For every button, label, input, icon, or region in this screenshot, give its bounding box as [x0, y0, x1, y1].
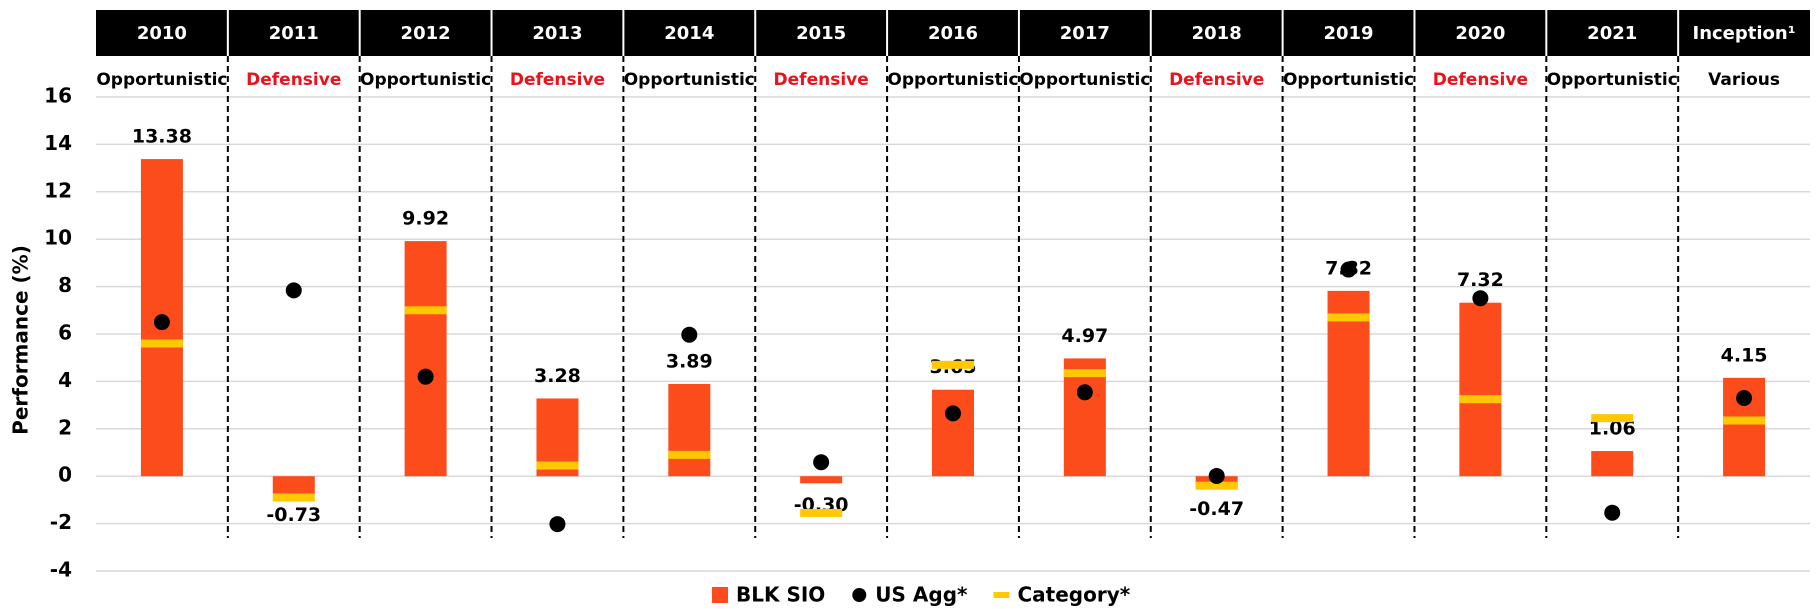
y-tick-label: -2 — [50, 510, 72, 534]
header-label: 2020 — [1455, 23, 1505, 44]
header-label: 2011 — [269, 23, 319, 44]
strategy-label: Opportunistic — [887, 70, 1018, 90]
y-tick-label: 6 — [58, 321, 72, 345]
y-tick-label: 0 — [58, 463, 72, 487]
us-agg-dot — [1604, 504, 1621, 521]
category-dash — [668, 450, 711, 459]
strategy-label: Opportunistic — [624, 70, 755, 90]
us-agg-dot — [1076, 384, 1093, 401]
bar — [1591, 451, 1634, 477]
us-agg-dot — [417, 368, 434, 385]
us-agg-dot — [681, 326, 698, 343]
data-label: 1.06 — [1589, 418, 1636, 440]
category-dash — [272, 493, 315, 502]
header-label: 2014 — [664, 23, 714, 44]
strategy-label: Opportunistic — [1283, 70, 1414, 90]
data-label: 7.32 — [1457, 269, 1504, 291]
category-dash — [1723, 416, 1766, 425]
legend-label: US Agg* — [875, 583, 968, 607]
category-dash — [536, 461, 579, 470]
data-label: 4.15 — [1721, 344, 1768, 366]
data-label: 13.38 — [132, 126, 192, 148]
strategy-label: Various — [1708, 70, 1780, 90]
y-tick-label: 2 — [58, 415, 72, 439]
bar — [1327, 290, 1370, 477]
data-label: -0.47 — [1189, 498, 1244, 520]
strategy-label: Opportunistic — [1019, 70, 1150, 90]
category-dash — [1063, 369, 1106, 378]
category-dash — [1195, 481, 1238, 490]
bar — [800, 476, 843, 484]
data-label: 9.92 — [402, 208, 449, 230]
y-tick-label: 16 — [44, 84, 72, 108]
bar — [272, 476, 315, 494]
y-tick-label: 10 — [44, 226, 72, 250]
header-label: 2015 — [796, 23, 846, 44]
y-tick-label: 4 — [58, 368, 72, 392]
legend-swatch — [993, 592, 1010, 598]
category-dash — [1459, 395, 1502, 404]
header-label: 2018 — [1192, 23, 1242, 44]
y-tick-label: -4 — [50, 558, 72, 582]
strategy-label: Opportunistic — [96, 70, 227, 90]
data-label: 3.28 — [534, 365, 581, 387]
us-agg-dot — [1472, 290, 1489, 307]
header-label: 2021 — [1587, 23, 1637, 44]
us-agg-dot — [813, 454, 830, 471]
data-label: 3.89 — [666, 351, 713, 373]
bar — [668, 384, 711, 477]
data-label: -0.73 — [266, 504, 321, 526]
category-dash — [800, 508, 843, 517]
us-agg-dot — [1340, 261, 1357, 278]
category-dash — [140, 339, 183, 348]
header-label: 2010 — [137, 23, 187, 44]
header-label: 2012 — [401, 23, 451, 44]
us-agg-dot — [549, 516, 566, 533]
legend-label: Category* — [1017, 583, 1130, 607]
data-label: 4.97 — [1061, 325, 1108, 347]
y-tick-label: 8 — [58, 273, 72, 297]
y-tick-label: 12 — [44, 178, 72, 202]
bar — [1063, 358, 1106, 477]
legend-swatch — [712, 587, 728, 603]
y-tick-label: 14 — [44, 131, 72, 155]
legend-label: BLK SIO — [736, 583, 825, 607]
us-agg-dot — [945, 405, 961, 422]
strategy-label: Opportunistic — [360, 70, 491, 90]
category-dash — [932, 360, 974, 369]
us-agg-dot — [153, 314, 170, 331]
header-label: 2013 — [532, 23, 582, 44]
header-label: 2019 — [1323, 23, 1373, 44]
strategy-label: Defensive — [1433, 70, 1528, 90]
bar — [1459, 302, 1502, 477]
us-agg-dot — [1736, 389, 1753, 406]
us-agg-dot — [285, 282, 302, 299]
legend-swatch — [852, 588, 867, 602]
us-agg-dot — [1208, 467, 1225, 484]
strategy-label: Defensive — [774, 70, 869, 90]
category-dash — [1591, 414, 1634, 423]
header-label: 2016 — [928, 23, 978, 44]
strategy-label: Defensive — [1169, 70, 1264, 90]
header-label: 2017 — [1060, 23, 1110, 44]
header-band — [96, 10, 1810, 56]
bar — [404, 241, 447, 477]
category-dash — [404, 306, 447, 315]
category-dash — [1327, 313, 1370, 322]
strategy-label: Defensive — [510, 70, 605, 90]
bar — [932, 389, 974, 477]
strategy-label: Opportunistic — [1547, 70, 1678, 90]
y-axis-label: Performance (%) — [9, 245, 33, 435]
strategy-label: Defensive — [246, 70, 341, 90]
header-label: Inception¹ — [1693, 23, 1796, 44]
